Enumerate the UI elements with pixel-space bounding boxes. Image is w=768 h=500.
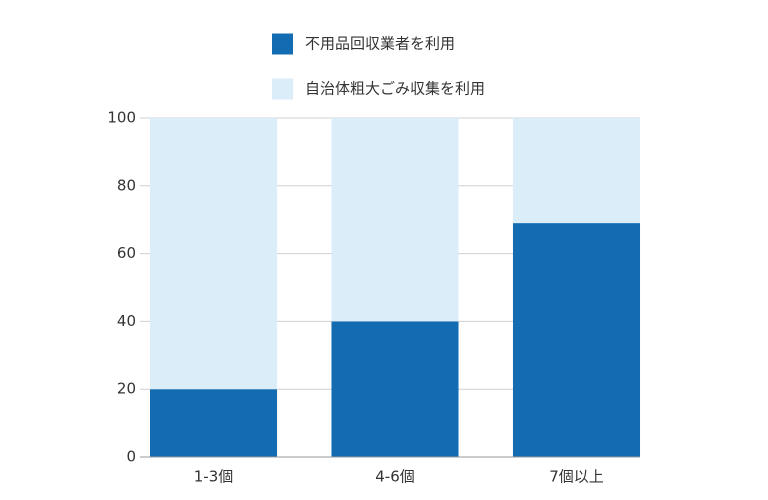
legend-swatch [272, 33, 293, 55]
legend-label: 自治体粗大ごみ収集を利用 [305, 80, 485, 98]
x-tick-label: 4-6個 [375, 468, 415, 486]
y-tick-label: 100 [107, 109, 136, 127]
legend-label: 不用品回収業者を利用 [305, 35, 455, 53]
x-tick-label: 1-3個 [194, 468, 234, 486]
x-tick-label: 7個以上 [549, 468, 604, 486]
y-tick-label: 80 [117, 176, 136, 194]
y-tick-label: 40 [117, 312, 136, 330]
bar-segment [512, 118, 641, 224]
legend-swatch [272, 78, 293, 100]
bar-segment [149, 389, 278, 457]
y-tick-label: 20 [117, 380, 136, 398]
bar-segment [331, 321, 459, 457]
y-tick-label: 60 [117, 244, 136, 262]
y-tick-label: 0 [126, 448, 136, 466]
bar-segment [149, 118, 278, 390]
bar-segment [331, 118, 459, 322]
bar-segment [512, 223, 641, 457]
